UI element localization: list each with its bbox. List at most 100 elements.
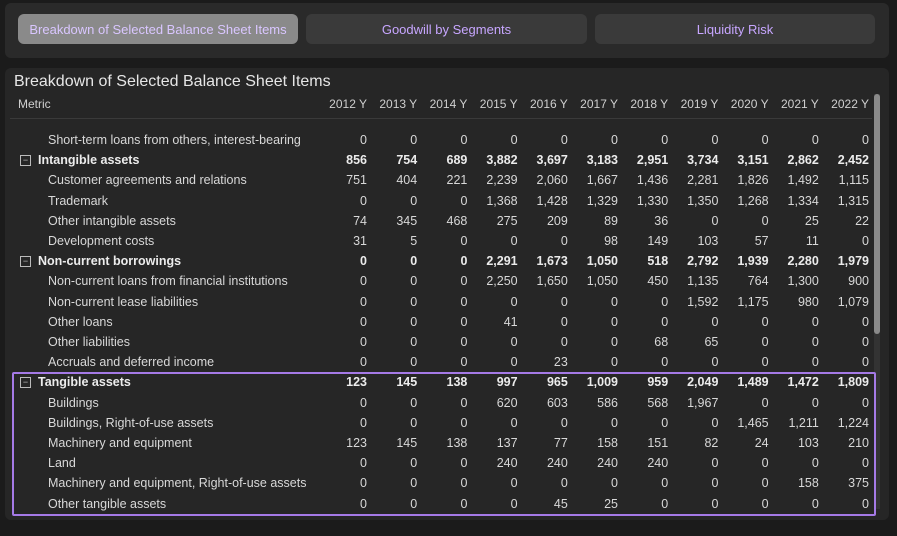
column-header[interactable]: 2017 Y <box>580 97 618 111</box>
row-label: Buildings <box>48 395 99 410</box>
cell-value: 103 <box>697 234 719 248</box>
cell-value: 586 <box>597 395 618 410</box>
cell-value: 0 <box>711 133 719 147</box>
column-header[interactable]: 2016 Y <box>529 97 568 111</box>
column-header[interactable]: 2021 Y <box>780 97 819 111</box>
cell-value: 24 <box>754 436 769 450</box>
table-panel: Breakdown of Selected Balance Sheet Item… <box>5 68 889 520</box>
cell-value: 0 <box>360 456 367 471</box>
collapse-icon[interactable]: − <box>20 155 31 167</box>
cell-value: 0 <box>661 314 669 329</box>
cell-value: 0 <box>410 274 418 289</box>
cell-value: 0 <box>560 294 568 309</box>
cell-value: 0 <box>460 395 468 410</box>
cell-value: 31 <box>353 234 367 248</box>
tab[interactable]: Goodwill by Segments <box>306 14 587 44</box>
cell-value: 0 <box>460 355 468 370</box>
cell-value: 3,697 <box>536 153 568 168</box>
cell-value: 1,268 <box>737 193 769 208</box>
cell-value: 240 <box>597 456 618 471</box>
cell-value: 0 <box>811 133 819 147</box>
row-label: Non-current borrowings <box>38 254 182 269</box>
column-header[interactable]: 2019 Y <box>680 97 719 111</box>
cell-value: 965 <box>546 375 568 390</box>
cell-value: 450 <box>647 274 669 289</box>
cell-value: 0 <box>460 274 468 289</box>
tab[interactable]: Liquidity Risk <box>595 14 875 44</box>
cell-value: 1,673 <box>536 254 568 269</box>
collapse-icon[interactable]: − <box>20 377 31 389</box>
cell-value: 2,951 <box>636 153 669 168</box>
cell-value: 2,862 <box>787 153 819 168</box>
column-header[interactable]: 2022 Y <box>831 97 869 111</box>
cell-value: 0 <box>611 415 618 430</box>
cell-value: 0 <box>862 133 869 147</box>
cell-value: 3,183 <box>586 153 618 168</box>
row-label: Machinery and equipment <box>48 436 192 450</box>
collapse-icon[interactable]: − <box>20 256 31 268</box>
cell-value: 22 <box>855 213 869 228</box>
column-header[interactable]: 2012 Y <box>329 97 367 111</box>
cell-value: 2,060 <box>536 173 568 188</box>
cell-value: 404 <box>396 173 418 188</box>
cell-value: 0 <box>410 456 418 471</box>
cell-value: 751 <box>346 173 367 188</box>
cell-value: 900 <box>848 274 869 289</box>
cell-value: 0 <box>460 415 468 430</box>
cell-value: 0 <box>661 133 669 147</box>
cell-value: 149 <box>647 234 669 248</box>
row-label: Development costs <box>48 234 155 248</box>
cell-value: 959 <box>647 375 669 390</box>
row-label: Non-current lease liabilities <box>48 294 199 309</box>
cell-value: 1,330 <box>636 193 669 208</box>
cell-value: 221 <box>446 173 468 188</box>
cell-value: 345 <box>396 213 418 228</box>
cell-value: 0 <box>761 395 769 410</box>
cell-value: 0 <box>761 335 769 349</box>
column-header[interactable]: Metric <box>18 97 51 111</box>
column-header[interactable]: 2018 Y <box>630 97 669 111</box>
cell-value: 0 <box>460 314 468 329</box>
column-header[interactable]: 2015 Y <box>479 97 518 111</box>
cell-value: 1,135 <box>687 274 719 289</box>
cell-value: 0 <box>410 496 418 511</box>
cell-value: 5 <box>410 234 418 248</box>
cell-value: 568 <box>647 395 669 410</box>
cell-value: 0 <box>811 335 819 349</box>
cell-value: 1,300 <box>787 274 819 289</box>
cell-value: 36 <box>654 213 669 228</box>
cell-value: 0 <box>360 294 367 309</box>
cell-value: 0 <box>761 213 769 228</box>
column-header[interactable]: 2014 Y <box>429 97 468 111</box>
tab-bar: Breakdown of Selected Balance Sheet Item… <box>5 3 889 58</box>
tab[interactable]: Breakdown of Selected Balance Sheet Item… <box>18 14 298 44</box>
row-label: Short-term loans from others, interest-b… <box>48 133 301 147</box>
column-header[interactable]: 2013 Y <box>379 97 418 111</box>
cell-value: 0 <box>360 193 367 208</box>
cell-value: 375 <box>848 476 869 491</box>
row-label: Buildings, Right-of-use assets <box>48 415 214 430</box>
cell-value: 0 <box>761 133 769 147</box>
cell-value: 0 <box>711 415 719 430</box>
cell-value: 0 <box>611 133 618 147</box>
cell-value: 1,050 <box>586 274 618 289</box>
column-header[interactable]: 2020 Y <box>730 97 769 111</box>
cell-value: 0 <box>611 314 618 329</box>
cell-value: 2,049 <box>687 375 719 390</box>
header-divider <box>10 118 872 119</box>
cell-value: 0 <box>711 456 719 471</box>
scrollbar-thumb[interactable] <box>874 94 880 334</box>
cell-value: 0 <box>360 335 367 349</box>
cell-value: 0 <box>761 314 769 329</box>
cell-value: 0 <box>761 355 769 370</box>
cell-value: 1,211 <box>788 415 819 430</box>
cell-value: 856 <box>346 153 367 168</box>
cell-value: 2,291 <box>486 254 518 269</box>
cell-value: 25 <box>804 213 819 228</box>
cell-value: 1,826 <box>737 173 769 188</box>
cell-value: 45 <box>553 496 568 511</box>
cell-value: 1,175 <box>737 294 769 309</box>
cell-value: 0 <box>661 496 669 511</box>
cell-value: 1,592 <box>687 294 719 309</box>
selection-highlight <box>12 372 876 516</box>
